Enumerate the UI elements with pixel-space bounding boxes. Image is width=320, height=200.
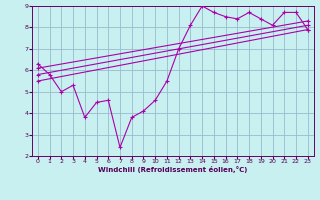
X-axis label: Windchill (Refroidissement éolien,°C): Windchill (Refroidissement éolien,°C) — [98, 166, 247, 173]
